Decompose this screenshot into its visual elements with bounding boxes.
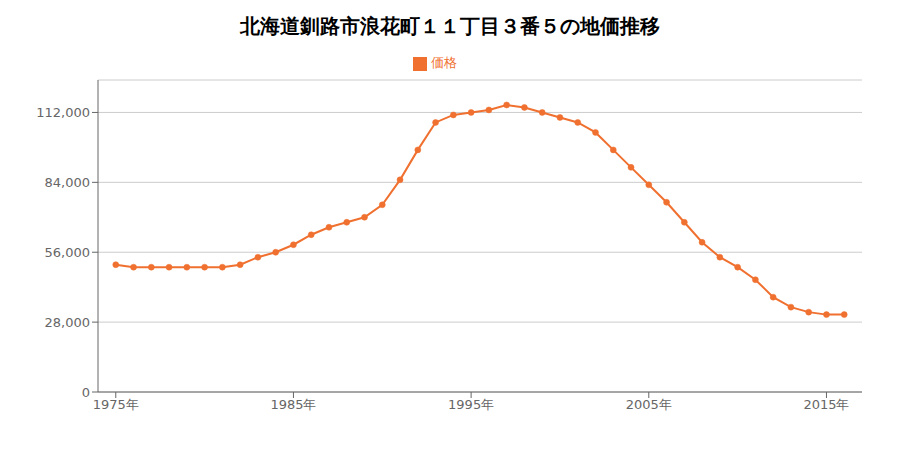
- svg-text:84,000: 84,000: [45, 175, 91, 190]
- html-text:価格: 価格: [431, 55, 457, 70]
- svg-text:112,000: 112,000: [36, 105, 90, 120]
- svg-text:1985年: 1985年: [270, 397, 316, 412]
- svg-text:56,000: 56,000: [45, 245, 91, 260]
- svg-text:0: 0: [82, 385, 90, 400]
- svg-text:2005年: 2005年: [626, 397, 672, 412]
- svg-text:28,000: 28,000: [45, 315, 91, 330]
- html-text:北海道釧路市浪花町１１丁目３番５の地価推移: 北海道釧路市浪花町１１丁目３番５の地価推移: [240, 14, 660, 38]
- svg-text:1995年: 1995年: [448, 397, 494, 412]
- svg-text:2015年: 2015年: [803, 397, 849, 412]
- svg-text:1975年: 1975年: [93, 397, 139, 412]
